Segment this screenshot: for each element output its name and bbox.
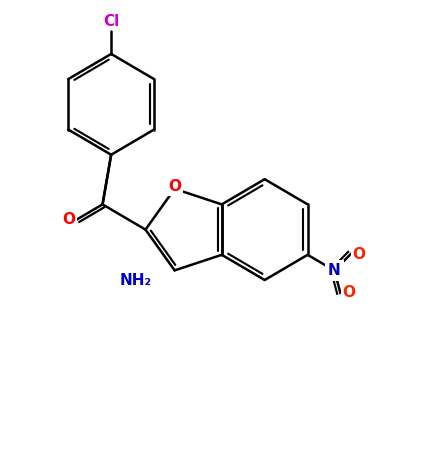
Text: NH₂: NH₂ xyxy=(119,273,152,288)
Text: O: O xyxy=(168,179,181,194)
Text: O: O xyxy=(62,212,75,227)
Text: O: O xyxy=(351,247,364,262)
Text: N: N xyxy=(327,263,340,278)
Text: Cl: Cl xyxy=(103,14,119,29)
Text: O: O xyxy=(341,286,354,300)
